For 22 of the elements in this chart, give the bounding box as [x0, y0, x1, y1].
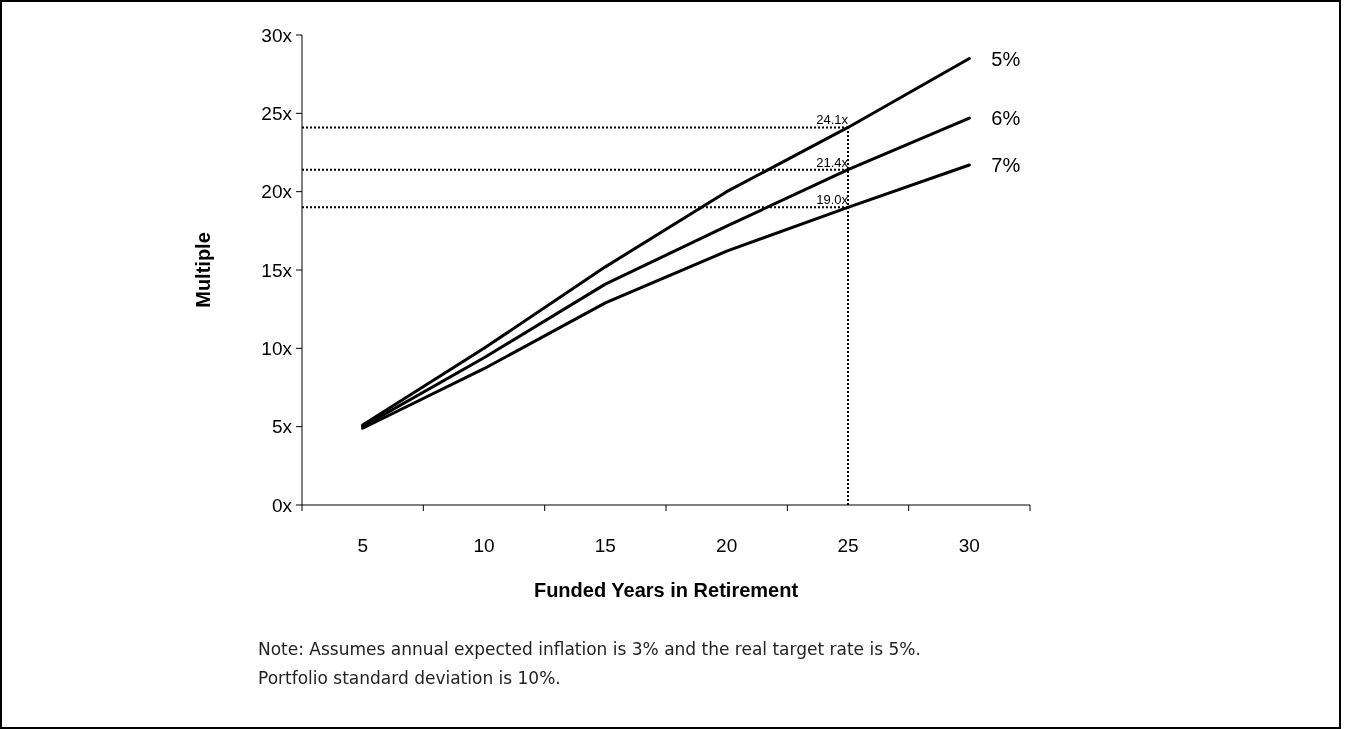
y-axis-title: Multiple [192, 232, 214, 308]
annotation: 24.1x [816, 112, 849, 128]
y-tick-label: 20x [261, 181, 293, 203]
x-tick-label: 25 [837, 535, 859, 556]
series-label: 7% [991, 154, 1021, 177]
x-tick-label: 10 [473, 535, 495, 556]
y-tick-label: 30x [261, 24, 293, 46]
y-tick-label: 10x [261, 337, 293, 359]
series-label: 5% [991, 47, 1021, 70]
annotation: 19.0x [816, 192, 849, 208]
y-tick-label: 0x [271, 494, 293, 516]
x-tick-label: 5 [357, 535, 368, 556]
y-tick-label: 25x [261, 102, 293, 124]
x-tick-label: 20 [716, 535, 738, 556]
x-axis-title: Funded Years in Retirement [533, 579, 799, 601]
series-label: 6% [991, 107, 1021, 130]
x-tick-label: 30 [958, 535, 980, 556]
x-tick-label: 15 [594, 535, 616, 556]
y-tick-label: 15x [261, 259, 293, 281]
y-tick-label: 5x [271, 416, 293, 438]
text: Note: Assumes annual expected inflation is 3% and the real target rate is 5%. Portfolio standard deviation is 10%. [258, 639, 921, 688]
annotation: 21.4x [816, 154, 849, 170]
